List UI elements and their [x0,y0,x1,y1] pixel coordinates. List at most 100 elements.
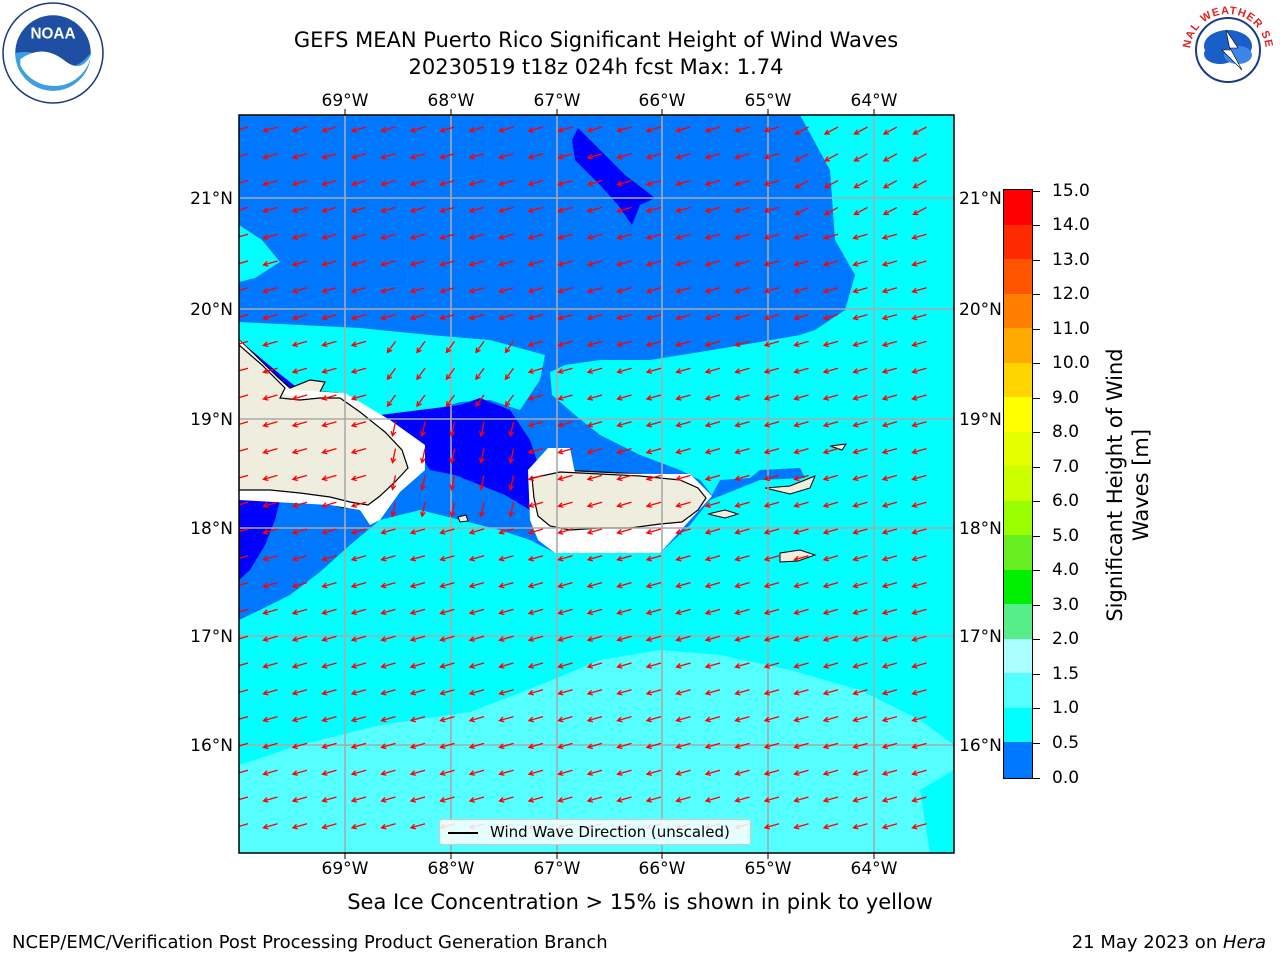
wind-wave-arrow [557,689,573,696]
wind-wave-arrow [527,715,544,723]
wind-wave-arrow [262,528,278,535]
wind-wave-arrow [734,555,750,562]
wind-wave-arrow [239,769,249,775]
wind-wave-arrow [239,796,249,802]
wind-wave-arrow [409,287,426,294]
colorbar-segment [1004,224,1032,260]
wind-wave-arrow [557,179,573,187]
colorbar-tick-mark [1033,535,1040,537]
wind-wave-arrow [262,287,278,294]
wind-wave-arrow [419,421,426,438]
wind-wave-arrow [350,662,367,669]
wind-wave-arrow [439,796,455,803]
wind-wave-arrow [557,662,573,669]
wind-wave-arrow [793,635,809,642]
wind-wave-arrow [793,474,809,482]
wind-wave-arrow [616,287,632,294]
wind-wave-arrow [239,287,249,293]
lon-label-bottom: 65°W [745,859,792,879]
colorbar-tick-mark [1033,432,1040,434]
wind-wave-arrow [350,233,367,240]
colorbar-tick-mark [1033,466,1040,468]
wind-wave-arrow [291,421,308,428]
wind-wave-arrow [498,662,514,669]
wind-wave-arrow [675,421,691,428]
wind-wave-arrow [793,340,809,348]
colorbar-tick-label: 0.5 [1052,732,1080,753]
noaa-logo-text: NOAA [31,26,76,43]
wind-wave-arrow [350,367,367,374]
wind-wave-arrow [822,528,839,535]
wind-wave-arrow [852,474,868,482]
wind-wave-arrow [881,447,898,455]
wind-wave-arrow [468,742,485,750]
wind-wave-arrow [881,501,898,508]
wind-wave-arrow [449,421,456,438]
wind-wave-arrow [262,742,278,750]
wind-wave-arrow [380,823,396,830]
wind-wave-arrow [557,287,573,294]
wind-wave-arrow [468,287,485,294]
wind-wave-arrow [852,233,868,240]
wind-wave-arrow [498,287,514,294]
wind-wave-arrow [291,474,308,482]
wind-wave-arrow [675,233,691,240]
wind-wave-arrow [645,179,662,187]
wind-wave-arrow [350,742,367,750]
wind-wave-arrow [586,555,603,562]
wind-wave-arrow [793,555,809,562]
wind-wave-arrow [409,796,426,803]
wind-wave-arrow [793,581,809,589]
wind-wave-arrow [822,769,839,776]
wind-wave-arrow [386,394,397,408]
wind-wave-arrow [291,153,308,160]
wind-wave-arrow [763,581,780,589]
colorbar-segment [1004,293,1032,329]
wind-wave-arrow [675,153,691,160]
lat-label-left: 20°N [190,300,233,320]
wind-wave-arrow [350,287,367,294]
wind-wave-arrow [380,555,396,562]
wind-wave-arrow [527,555,544,562]
field-0-0.5-west [239,500,280,580]
wind-wave-arrow [645,340,662,348]
wind-wave-arrow [763,742,780,750]
wind-wave-arrow [853,206,868,216]
wind-wave-arrow [239,474,249,480]
wind-wave-arrow [478,421,485,438]
wind-wave-arrow [704,528,721,535]
wind-wave-arrow [822,823,839,830]
wind-wave-arrow [527,126,544,133]
wind-wave-arrow [262,501,278,508]
wind-wave-arrow [380,126,396,133]
wind-wave-arrow [645,287,662,294]
wind-wave-arrow [508,502,515,518]
wind-wave-arrow [852,447,868,455]
wind-wave-arrow [468,179,485,187]
wind-wave-arrow [586,394,603,401]
wind-wave-arrow [675,769,691,776]
wind-wave-arrow [763,179,780,187]
colorbar-tick-label: 11.0 [1052,318,1090,339]
colorbar-segment [1004,397,1032,433]
wind-wave-arrow [350,823,367,830]
wind-wave-arrow [734,179,750,187]
wind-wave-arrow [763,715,780,723]
lon-label-bottom: 68°W [428,859,475,879]
wind-wave-arrow [439,608,455,616]
wind-wave-arrow [527,206,544,214]
wind-wave-arrow [881,313,898,321]
wind-wave-arrow [557,421,573,428]
wind-wave-arrow [911,287,927,294]
wind-wave-arrow [321,260,337,267]
wind-wave-arrow [911,662,927,669]
wind-wave-arrow [793,367,809,374]
wind-wave-arrow [912,153,927,162]
wind-wave-arrow [380,260,396,267]
wind-wave-arrow [616,447,632,455]
wind-wave-arrow [911,447,927,455]
wind-wave-arrow [645,126,662,133]
lat-label-left: 16°N [190,736,233,756]
wind-wave-arrow [616,474,632,482]
